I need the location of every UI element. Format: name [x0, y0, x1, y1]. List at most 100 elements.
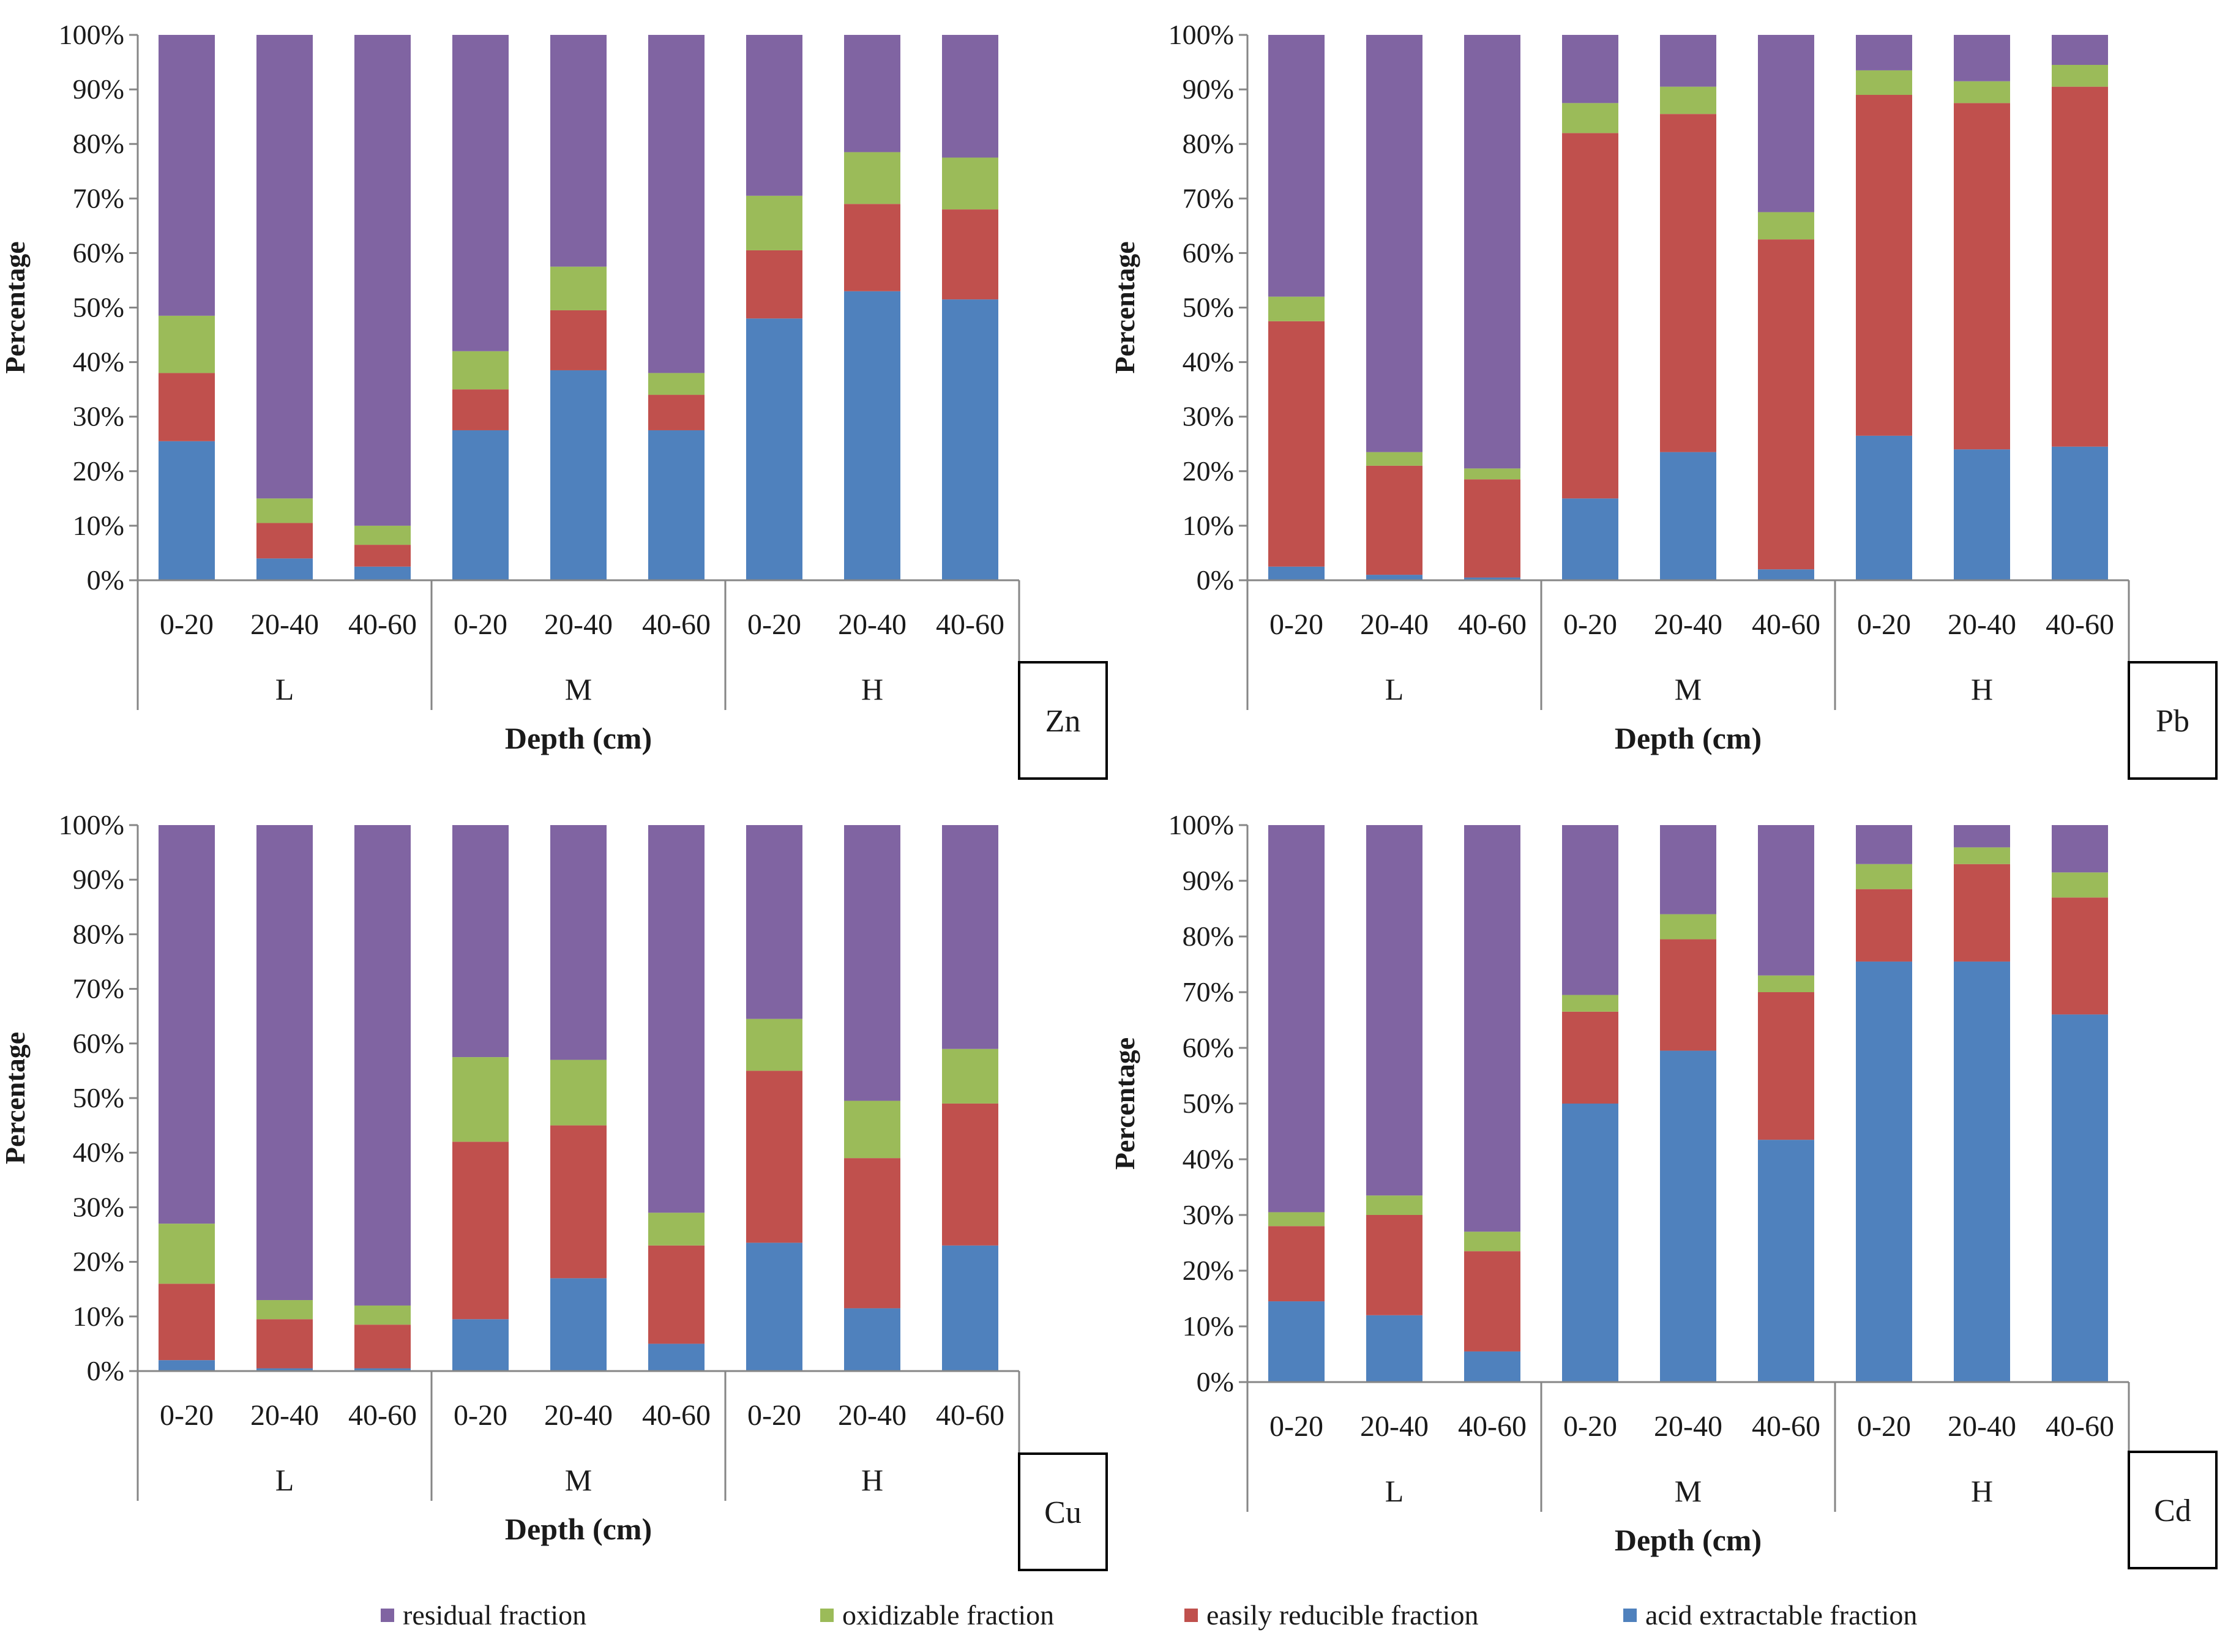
bar-segment-residual-fraction: [354, 825, 411, 1306]
y-tick-label: 30%: [1183, 401, 1234, 432]
x-tick-label: 20-40: [544, 608, 613, 641]
x-tick-label: 0-20: [160, 608, 214, 641]
x-tick-label: 0-20: [747, 608, 801, 641]
x-tick-label: 40-60: [2046, 1410, 2114, 1443]
x-tick-label: 20-40: [1948, 608, 2016, 641]
bar-segment-oxidizable-fraction: [354, 525, 411, 545]
legend: residual fraction oxidizable fraction easi…: [381, 1599, 1917, 1631]
legend-swatch: [1184, 1609, 1198, 1622]
chart-panel-cu: 0% 10% 20% 30% 40% 50% 60% 70% 80% 90% 100% Percent…: [0, 809, 1108, 1571]
bar-segment-acid-extractable-fraction: [354, 566, 411, 580]
bar-segment-easily-reducible-fraction: [1954, 864, 2010, 962]
x-tick-label: 20-40: [1654, 608, 1722, 641]
bar-segment-oxidizable-fraction: [746, 1018, 802, 1071]
y-tick-label: 40%: [1183, 1143, 1234, 1175]
bar-segment-easily-reducible-fraction: [1856, 95, 1912, 436]
y-tick-label: 70%: [1183, 976, 1234, 1007]
bar-segment-easily-reducible-fraction: [648, 1245, 705, 1344]
bar-segment-acid-extractable-fraction: [942, 1245, 998, 1371]
bar-segment-acid-extractable-fraction: [2052, 446, 2108, 580]
bar-segment-easily-reducible-fraction: [1562, 1011, 1618, 1104]
bar-segment-easily-reducible-fraction: [1464, 479, 1520, 578]
bar-segment-oxidizable-fraction: [1268, 296, 1325, 321]
bar-segment-residual-fraction: [1464, 35, 1520, 469]
bar-segment-residual-fraction: [1954, 825, 2010, 848]
bar-segment-acid-extractable-fraction: [1268, 1301, 1325, 1382]
y-tick-label: 60%: [1183, 237, 1234, 268]
bar-segment-oxidizable-fraction: [256, 1300, 313, 1320]
bar-segment-easily-reducible-fraction: [354, 1325, 411, 1369]
group-label: L: [1385, 672, 1404, 706]
x-axis-title: Depth (cm): [505, 721, 652, 755]
bar-segment-residual-fraction: [1856, 35, 1912, 70]
legend-swatch: [381, 1609, 394, 1622]
bar-segment-acid-extractable-fraction: [354, 1368, 411, 1371]
metal-label-box: [1018, 1452, 1108, 1571]
y-tick-label: 50%: [1183, 292, 1234, 323]
bar-segment-oxidizable-fraction: [1562, 103, 1618, 133]
bar-segment-easily-reducible-fraction: [1758, 992, 1814, 1140]
bar-segment-oxidizable-fraction: [1366, 1195, 1422, 1215]
bar-segment-residual-fraction: [1660, 825, 1716, 914]
bar-segment-oxidizable-fraction: [452, 351, 509, 390]
bar-segment-acid-extractable-fraction: [746, 318, 802, 580]
bar-segment-residual-fraction: [354, 35, 411, 526]
legend-label: easily reducible fraction: [1206, 1599, 1478, 1631]
bar-segment-easily-reducible-fraction: [2052, 86, 2108, 447]
bar-segment-residual-fraction: [844, 825, 900, 1101]
y-tick-label: 0%: [87, 1355, 124, 1386]
bar-segment-easily-reducible-fraction: [159, 1284, 215, 1361]
bar-segment-acid-extractable-fraction: [942, 299, 998, 580]
bar-segment-acid-extractable-fraction: [1562, 498, 1618, 580]
bar-segment-acid-extractable-fraction: [1856, 435, 1912, 580]
x-tick-label: 40-60: [936, 1399, 1004, 1432]
bar-segment-easily-reducible-fraction: [844, 1158, 900, 1309]
bar-segment-residual-fraction: [452, 825, 509, 1058]
chart-panel-pb: 0% 10% 20% 30% 40% 50% 60% 70% 80% 90% 100% Percent…: [1109, 19, 2218, 780]
bar-segment-easily-reducible-fraction: [550, 1125, 607, 1279]
metal-label-box: [2128, 1451, 2218, 1569]
bar-segment-residual-fraction: [1758, 825, 1814, 976]
bar-segment-acid-extractable-fraction: [159, 1360, 215, 1371]
x-tick-label: 20-40: [250, 608, 319, 641]
bar-segment-easily-reducible-fraction: [648, 395, 705, 430]
y-tick-label: 50%: [73, 1082, 124, 1113]
x-tick-label: 0-20: [747, 1399, 801, 1432]
group-label: H: [1971, 1474, 1993, 1508]
group-label: H: [861, 672, 883, 706]
x-tick-label: 40-60: [1752, 608, 1820, 641]
bar-segment-oxidizable-fraction: [844, 152, 900, 204]
bar-segment-acid-extractable-fraction: [452, 1319, 509, 1371]
bar-segment-oxidizable-fraction: [1856, 70, 1912, 95]
x-tick-label: 0-20: [1269, 1410, 1323, 1443]
bar-segment-oxidizable-fraction: [942, 157, 998, 210]
bar-segment-oxidizable-fraction: [159, 315, 215, 373]
x-tick-label: 40-60: [2046, 608, 2114, 641]
legend-label: acid extractable fraction: [1645, 1599, 1917, 1631]
bar-segment-oxidizable-fraction: [2052, 65, 2108, 87]
bar-segment-residual-fraction: [844, 35, 900, 152]
y-tick-label: 40%: [1183, 346, 1234, 378]
bar-segment-easily-reducible-fraction: [452, 389, 509, 430]
x-tick-label: 0-20: [1563, 1410, 1617, 1443]
bar-segment-oxidizable-fraction: [1464, 1232, 1520, 1252]
x-tick-label: 40-60: [936, 608, 1004, 641]
group-label: H: [861, 1463, 883, 1497]
bar-segment-oxidizable-fraction: [1954, 81, 2010, 103]
y-tick-label: 50%: [73, 292, 124, 323]
bar-segment-easily-reducible-fraction: [1660, 939, 1716, 1051]
y-tick-label: 90%: [1183, 865, 1234, 896]
bar-segment-acid-extractable-fraction: [1464, 1351, 1520, 1382]
x-tick-label: 40-60: [1458, 608, 1527, 641]
bar-segment-residual-fraction: [550, 825, 607, 1060]
x-tick-label: 40-60: [642, 1399, 711, 1432]
y-tick-label: 30%: [1183, 1199, 1234, 1230]
bar-segment-oxidizable-fraction: [1660, 86, 1716, 114]
y-tick-label: 10%: [73, 1301, 124, 1332]
bar-segment-oxidizable-fraction: [1758, 212, 1814, 240]
y-tick-label: 60%: [73, 237, 124, 268]
x-tick-label: 40-60: [1752, 1410, 1820, 1443]
bar-segment-acid-extractable-fraction: [1856, 961, 1912, 1382]
y-tick-label: 90%: [73, 864, 124, 895]
x-tick-label: 20-40: [1360, 1410, 1429, 1443]
